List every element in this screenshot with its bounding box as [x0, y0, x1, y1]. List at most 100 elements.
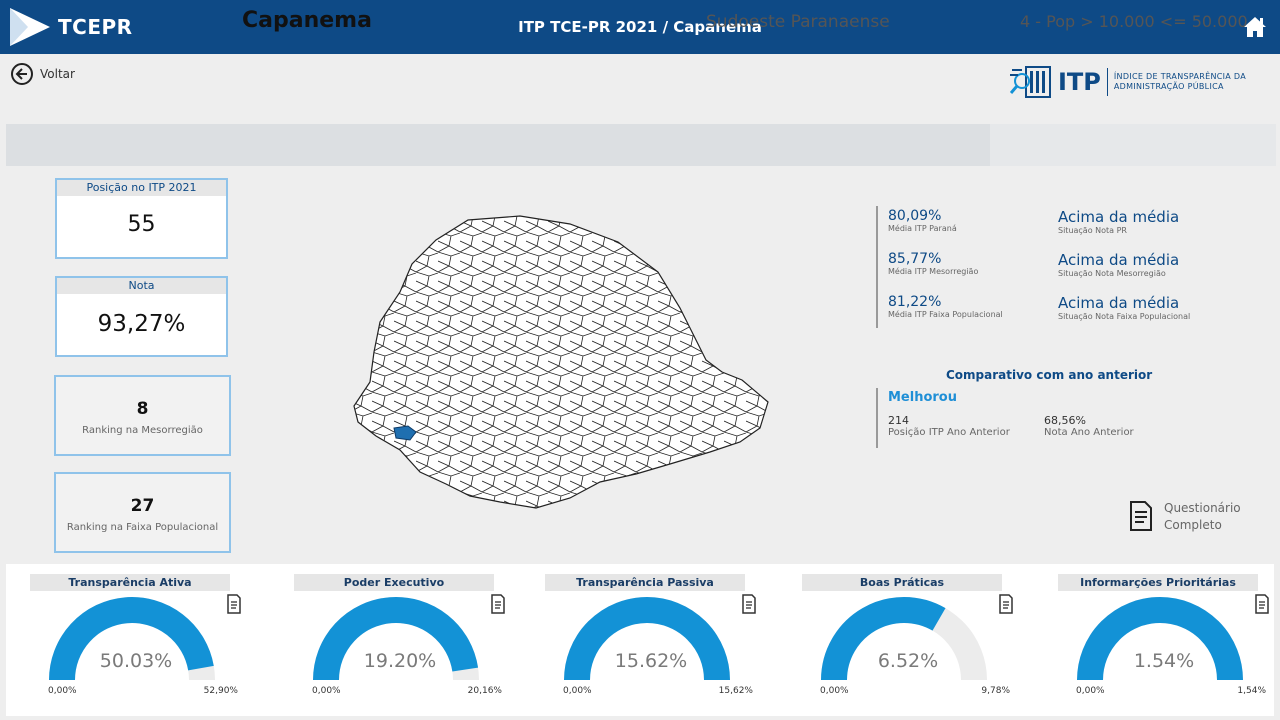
gauge-transparencia-passiva: Transparência Passiva 15.62% 0,00% 15,62…	[545, 574, 757, 714]
top-bar: TCEPR ITP TCE-PR 2021 / Capanema	[0, 0, 1280, 54]
questionnaire-label-line2: Completo	[1164, 518, 1222, 532]
meso-rank-label: Ranking na Mesorregião	[82, 425, 203, 436]
region-name: Sudoeste Paranaense	[706, 12, 890, 32]
status-meso: Acima da média Situação Nota Mesorregião	[1058, 251, 1179, 278]
itp-acronym: ITP	[1058, 68, 1101, 96]
parana-map-svg	[353, 215, 769, 509]
gauge-min: 0,00%	[820, 686, 849, 696]
itp-subtitle-line1: ÍNDICE DE TRANSPARÊNCIA DA	[1113, 72, 1246, 81]
questionnaire-label: Questionário Completo	[1164, 500, 1241, 534]
info-bar-right-segment	[990, 124, 1276, 166]
gauge-arc	[49, 597, 215, 681]
gauge-arc	[313, 597, 479, 681]
stat-pr-label: Média ITP Paraná	[888, 224, 957, 233]
gauge-value: 6.52%	[877, 650, 939, 672]
gauge-min: 0,00%	[48, 686, 77, 696]
gauge-arc	[821, 597, 987, 681]
document-icon	[1130, 501, 1152, 531]
meso-rank-card: 8 Ranking na Mesorregião	[54, 375, 231, 456]
gauge-document-button[interactable]	[226, 594, 242, 618]
pop-rank-card: 27 Ranking na Faixa Populacional	[54, 472, 231, 553]
document-icon	[742, 594, 756, 614]
prev-score-value: 68,56%	[1044, 414, 1086, 427]
back-button[interactable]: Voltar	[10, 62, 75, 86]
gauge-arc	[1077, 597, 1243, 681]
itp-subtitle: ÍNDICE DE TRANSPARÊNCIA DA ADMINISTRAÇÃO…	[1114, 72, 1246, 92]
gauge-boas-praticas: Boas Práticas 6.52% 0,00% 9,78%	[802, 574, 1014, 714]
questionnaire-button[interactable]: Questionário Completo	[1128, 500, 1241, 534]
stat-meso-value: 85,77%	[888, 251, 942, 267]
score-card: Nota 93,27%	[55, 276, 228, 357]
stat-pop: 81,22% Média ITP Faixa Populacional	[888, 294, 1003, 319]
score-card-value: 93,27%	[97, 311, 186, 337]
status-pop-label: Situação Nota Faixa Populacional	[1058, 312, 1191, 321]
info-bar	[6, 124, 1276, 166]
gauge-min: 0,00%	[1076, 686, 1105, 696]
gauge-document-button[interactable]	[741, 594, 757, 618]
stat-pop-value: 81,22%	[888, 294, 942, 310]
averages-panel: 80,09% Média ITP Paraná Acima da média S…	[876, 206, 1266, 328]
gauge-max: 1,54%	[1237, 686, 1266, 696]
gauge-title: Informarções Prioritárias	[1058, 574, 1258, 591]
arrow-left-circle-icon	[11, 63, 33, 85]
city-name: Capanema	[242, 8, 372, 33]
prev-score: 68,56% Nota Ano Anterior	[1044, 414, 1134, 438]
document-icon	[1255, 594, 1269, 614]
status-meso-value: Acima da média	[1058, 251, 1180, 269]
stat-pr-value: 80,09%	[888, 208, 942, 224]
position-card-value: 55	[127, 212, 156, 237]
stat-pr: 80,09% Média ITP Paraná	[888, 208, 957, 233]
itp-building-icon	[1010, 66, 1051, 98]
gauge-max: 9,78%	[981, 686, 1010, 696]
back-label: Voltar	[40, 67, 75, 81]
gauge-arc	[564, 597, 730, 681]
gauge-document-button[interactable]	[998, 594, 1014, 618]
itp-divider	[1106, 68, 1108, 96]
gauge-document-button[interactable]	[490, 594, 506, 618]
comparison-panel: Melhorou 214 Posição ITP Ano Anterior 68…	[876, 388, 1266, 448]
home-icon	[1244, 17, 1266, 37]
tcepr-logo-icon	[10, 8, 50, 46]
home-button[interactable]	[1242, 14, 1268, 40]
prev-score-label: Nota Ano Anterior	[1044, 427, 1134, 438]
gauge-title: Transparência Ativa	[30, 574, 230, 591]
parana-map[interactable]	[350, 212, 774, 518]
pop-rank-label: Ranking na Faixa Populacional	[66, 522, 219, 533]
gauge-value: 19.20%	[363, 650, 437, 672]
itp-logo: ITP ÍNDICE DE TRANSPARÊNCIA DA ADMINISTR…	[1010, 62, 1246, 102]
stat-pop-label: Média ITP Faixa Populacional	[888, 310, 1003, 319]
gauge-max: 20,16%	[467, 686, 502, 696]
gauge-document-button[interactable]	[1254, 594, 1270, 618]
gauge-informacoes-prioritarias: Informarções Prioritárias 1.54% 0,00% 1,…	[1058, 574, 1270, 714]
prev-position-label: Posição ITP Ano Anterior	[888, 427, 1010, 438]
gauge-min: 0,00%	[312, 686, 341, 696]
population-class: 4 - Pop > 10.000 <= 50.000	[1020, 12, 1248, 31]
prev-position-value: 214	[888, 414, 909, 427]
pop-rank-value: 27	[130, 496, 155, 516]
status-pop: Acima da média Situação Nota Faixa Popul…	[1058, 294, 1190, 321]
status-meso-label: Situação Nota Mesorregião	[1058, 269, 1166, 278]
gauge-value: 1.54%	[1133, 650, 1195, 672]
document-icon	[491, 594, 505, 614]
gauge-value: 15.62%	[614, 650, 688, 672]
gauge-max: 15,62%	[718, 686, 753, 696]
status-pr: Acima da média Situação Nota PR	[1058, 208, 1179, 235]
gauge-max: 52,90%	[203, 686, 238, 696]
status-pop-value: Acima da média	[1058, 294, 1180, 312]
meso-rank-value: 8	[136, 399, 149, 419]
questionnaire-label-line1: Questionário	[1164, 501, 1241, 515]
gauge-title: Boas Práticas	[802, 574, 1002, 591]
position-card-label: Posição no ITP 2021	[57, 180, 226, 196]
comparison-status: Melhorou	[888, 390, 957, 405]
prev-position: 214 Posição ITP Ano Anterior	[888, 414, 1010, 438]
gauge-min: 0,00%	[563, 686, 592, 696]
document-icon	[227, 594, 241, 614]
gauge-title: Transparência Passiva	[545, 574, 745, 591]
comparison-title: Comparativo com ano anterior	[946, 368, 1153, 382]
tcepr-logo: TCEPR	[8, 6, 133, 48]
page-title: ITP TCE-PR 2021 / Capanema	[518, 18, 762, 36]
status-pr-label: Situação Nota PR	[1058, 226, 1127, 235]
gauge-poder-executivo: Poder Executivo 19.20% 0,00% 20,16%	[294, 574, 506, 714]
score-card-label: Nota	[57, 278, 226, 294]
status-pr-value: Acima da média	[1058, 208, 1180, 226]
